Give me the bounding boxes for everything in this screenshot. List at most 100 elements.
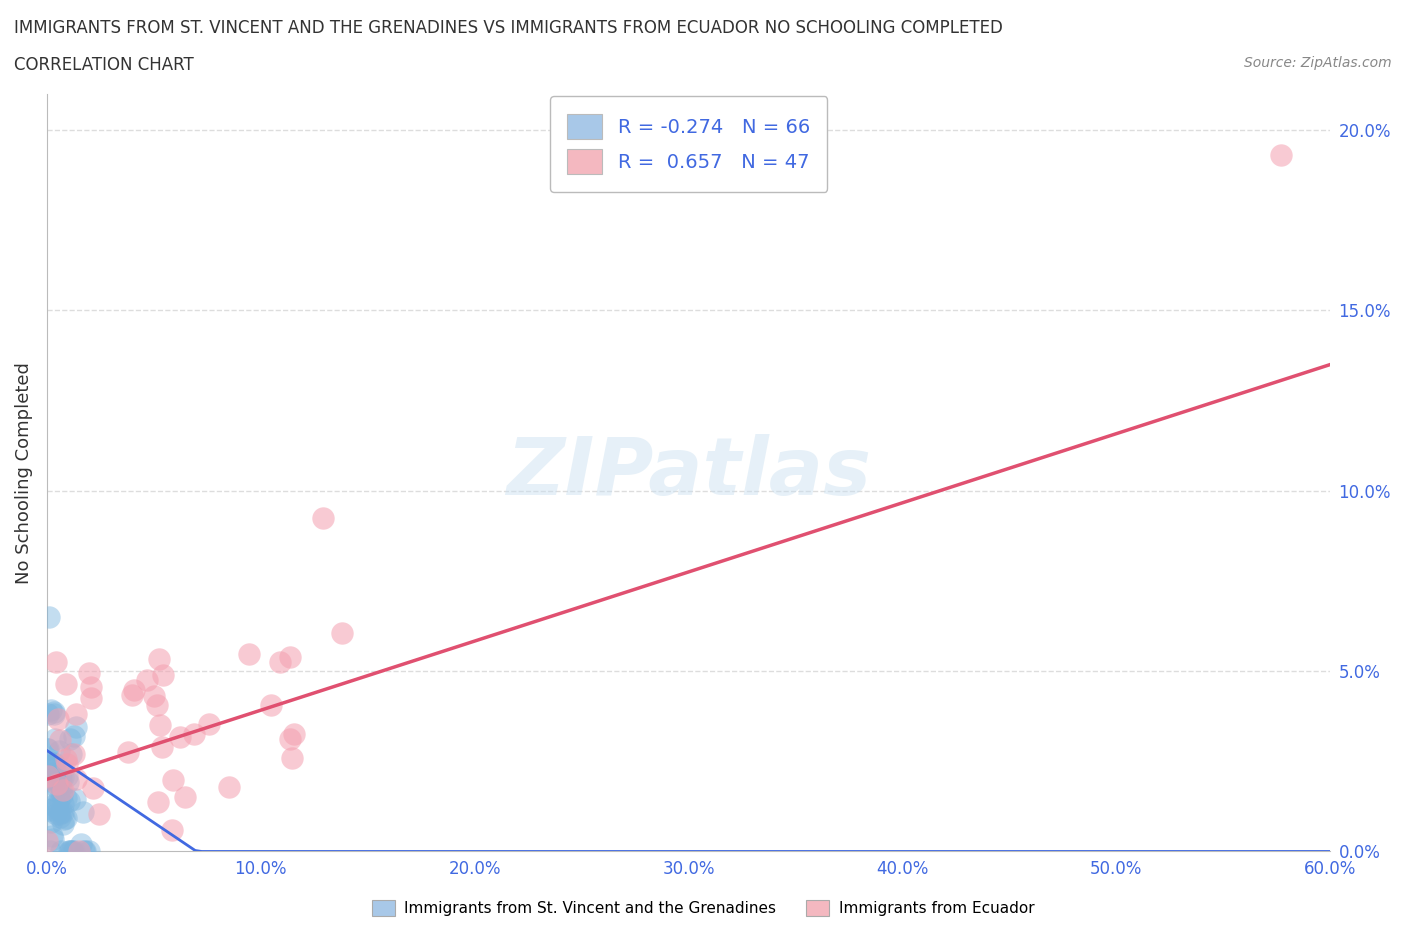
Point [37, 753, 59, 768]
Point [283, 726, 305, 741]
Point [146, 794, 169, 809]
Point [37, 742, 59, 757]
Point [45, 764, 67, 779]
Point [65, 772, 87, 787]
Point [51, 844, 73, 859]
Point [55, 676, 77, 691]
Point [56, 769, 79, 784]
Point [52, 796, 75, 811]
Point [58, 844, 80, 859]
Point [62, 844, 84, 859]
Point [52, 804, 75, 819]
Point [69, 837, 91, 852]
Point [55, 811, 77, 826]
Point [150, 739, 173, 754]
Y-axis label: No Schooling Completed: No Schooling Completed [15, 362, 32, 584]
Point [82, 780, 104, 795]
Point [38, 774, 60, 789]
Point [41, 771, 63, 786]
Point [162, 773, 184, 788]
Point [44, 797, 66, 812]
Point [49, 733, 72, 748]
Point [148, 651, 170, 666]
Point [42, 755, 65, 770]
Point [63, 747, 86, 762]
Point [122, 682, 145, 697]
Point [39, 702, 62, 717]
Point [49, 772, 72, 787]
Point [42, 757, 65, 772]
Point [135, 673, 157, 688]
Point [149, 718, 172, 733]
Point [56, 775, 79, 790]
Point [56, 756, 79, 771]
Point [37, 834, 59, 849]
Point [46, 777, 69, 791]
Point [152, 668, 174, 683]
Point [44, 783, 66, 798]
Point [38, 844, 60, 859]
Point [41, 831, 63, 846]
Point [218, 779, 240, 794]
Text: IMMIGRANTS FROM ST. VINCENT AND THE GRENADINES VS IMMIGRANTS FROM ECUADOR NO SCH: IMMIGRANTS FROM ST. VINCENT AND THE GREN… [14, 19, 1002, 36]
Point [260, 698, 283, 712]
Point [37, 768, 59, 783]
Point [48, 791, 70, 806]
Point [278, 650, 301, 665]
Point [51, 788, 73, 803]
Point [89, 806, 111, 821]
Point [278, 731, 301, 746]
Point [37, 707, 59, 722]
Point [37, 772, 59, 787]
Point [38, 759, 60, 774]
Legend: Immigrants from St. Vincent and the Grenadines, Immigrants from Ecuador: Immigrants from St. Vincent and the Gren… [366, 894, 1040, 923]
Point [45, 655, 67, 670]
Point [38, 609, 60, 624]
Point [65, 707, 87, 722]
Point [38, 803, 60, 817]
Point [49, 804, 72, 819]
Point [80, 680, 103, 695]
Point [145, 698, 167, 712]
Point [59, 844, 82, 859]
Point [65, 791, 87, 806]
Point [1270, 148, 1292, 163]
Point [121, 687, 143, 702]
Point [174, 790, 197, 804]
Point [60, 844, 83, 859]
Point [42, 704, 65, 719]
Point [52, 783, 75, 798]
Point [312, 511, 335, 525]
Point [59, 747, 82, 762]
Point [280, 751, 302, 765]
Point [49, 810, 72, 825]
Point [330, 625, 353, 640]
Point [238, 646, 260, 661]
Point [183, 727, 205, 742]
Point [39, 815, 62, 830]
Point [80, 691, 103, 706]
Point [45, 801, 67, 816]
Point [52, 770, 75, 785]
Point [44, 770, 66, 785]
Point [55, 790, 77, 805]
Point [63, 728, 86, 743]
Point [45, 807, 67, 822]
Point [42, 707, 65, 722]
Point [143, 689, 166, 704]
Point [60, 844, 83, 859]
Point [46, 798, 69, 813]
Text: ZIPatlas: ZIPatlas [506, 433, 872, 512]
Point [77, 844, 100, 859]
Point [48, 806, 70, 821]
Point [44, 732, 66, 747]
Point [38, 758, 60, 773]
Point [73, 844, 96, 859]
Point [72, 844, 94, 859]
Point [162, 823, 184, 838]
Point [58, 793, 80, 808]
Point [72, 804, 94, 819]
Point [53, 811, 76, 826]
Point [46, 711, 69, 726]
Legend: R = -0.274   N = 66, R =  0.657   N = 47: R = -0.274 N = 66, R = 0.657 N = 47 [550, 96, 827, 192]
